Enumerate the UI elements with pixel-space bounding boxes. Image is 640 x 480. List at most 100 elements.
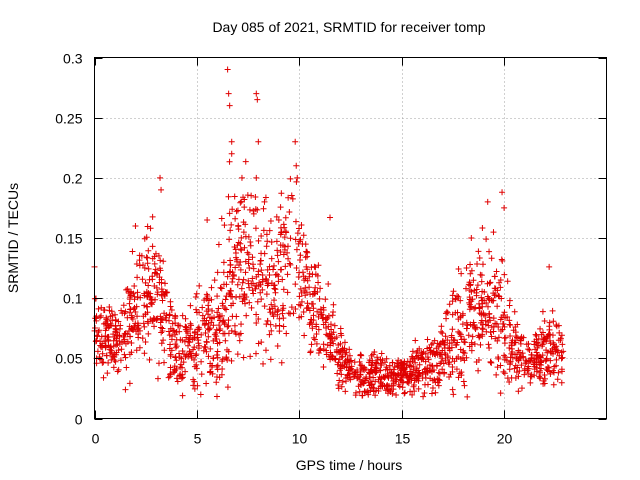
data-point bbox=[416, 370, 423, 377]
data-point bbox=[216, 322, 223, 329]
data-point bbox=[488, 359, 495, 366]
data-point bbox=[386, 362, 393, 369]
data-point bbox=[431, 351, 438, 358]
data-point bbox=[302, 292, 309, 299]
data-point bbox=[237, 199, 244, 206]
data-point bbox=[148, 296, 155, 303]
data-point bbox=[155, 252, 162, 259]
data-point bbox=[487, 358, 494, 365]
data-point bbox=[446, 347, 453, 354]
data-point bbox=[104, 322, 111, 329]
data-point bbox=[466, 301, 473, 308]
data-point bbox=[293, 264, 300, 271]
data-point bbox=[154, 375, 161, 382]
data-point bbox=[474, 260, 481, 267]
data-point bbox=[298, 313, 305, 320]
data-point bbox=[142, 279, 149, 286]
data-point bbox=[276, 315, 283, 322]
data-point bbox=[420, 393, 427, 400]
data-point bbox=[488, 333, 495, 340]
data-point bbox=[194, 382, 201, 389]
data-point bbox=[466, 287, 473, 294]
data-point bbox=[292, 236, 299, 243]
data-point bbox=[254, 96, 261, 103]
data-point bbox=[447, 371, 454, 378]
data-point bbox=[163, 317, 170, 324]
data-point bbox=[440, 360, 447, 367]
data-point bbox=[543, 338, 550, 345]
data-point bbox=[442, 357, 449, 364]
data-point bbox=[169, 320, 176, 327]
data-point bbox=[241, 292, 248, 299]
data-point bbox=[401, 369, 408, 376]
data-point bbox=[161, 359, 168, 366]
data-point bbox=[402, 368, 409, 375]
data-point bbox=[229, 206, 236, 213]
data-point bbox=[439, 338, 446, 345]
data-point bbox=[500, 368, 507, 375]
data-point bbox=[325, 323, 332, 330]
data-point bbox=[193, 351, 200, 358]
data-point bbox=[546, 319, 553, 326]
data-point bbox=[461, 357, 468, 364]
data-point bbox=[120, 302, 127, 309]
data-point bbox=[310, 312, 317, 319]
x-axis-label: GPS time / hours bbox=[296, 457, 403, 473]
data-point bbox=[228, 150, 235, 157]
data-point bbox=[198, 358, 205, 365]
data-point bbox=[457, 346, 464, 353]
data-point bbox=[213, 393, 220, 400]
data-point bbox=[449, 355, 456, 362]
data-point bbox=[241, 244, 248, 251]
data-point bbox=[497, 327, 504, 334]
data-point bbox=[255, 315, 262, 322]
data-point bbox=[449, 311, 456, 318]
data-point bbox=[252, 225, 259, 232]
data-point bbox=[435, 376, 442, 383]
data-point bbox=[118, 307, 125, 314]
data-point bbox=[479, 333, 486, 340]
data-point bbox=[312, 284, 319, 291]
data-point bbox=[517, 354, 524, 361]
data-point bbox=[242, 221, 249, 228]
data-point bbox=[163, 312, 170, 319]
data-point bbox=[554, 347, 561, 354]
data-point bbox=[409, 348, 416, 355]
data-point bbox=[382, 387, 389, 394]
data-point bbox=[139, 276, 146, 283]
data-point bbox=[457, 297, 464, 304]
y-tick-label: 0.15 bbox=[55, 231, 82, 247]
data-point bbox=[149, 243, 156, 250]
data-point bbox=[550, 318, 557, 325]
data-point bbox=[377, 367, 384, 374]
data-point bbox=[502, 353, 509, 360]
data-point bbox=[103, 314, 110, 321]
data-point bbox=[157, 257, 164, 264]
data-point bbox=[351, 370, 358, 377]
data-point bbox=[179, 312, 186, 319]
data-point bbox=[249, 275, 256, 282]
data-point bbox=[424, 354, 431, 361]
data-point bbox=[177, 336, 184, 343]
data-point bbox=[129, 248, 136, 255]
data-point bbox=[261, 303, 268, 310]
data-point bbox=[255, 138, 262, 145]
data-point bbox=[514, 364, 521, 371]
data-point bbox=[96, 314, 103, 321]
data-point bbox=[523, 341, 530, 348]
data-point bbox=[118, 346, 125, 353]
data-point bbox=[307, 316, 314, 323]
data-point bbox=[167, 341, 174, 348]
data-point bbox=[203, 380, 210, 387]
data-point bbox=[327, 342, 334, 349]
data-point bbox=[161, 347, 168, 354]
data-point bbox=[260, 205, 267, 212]
data-point bbox=[158, 286, 165, 293]
data-point bbox=[401, 389, 408, 396]
data-point bbox=[185, 338, 192, 345]
data-point bbox=[549, 345, 556, 352]
data-point bbox=[496, 279, 503, 286]
y-tick-label: 0.05 bbox=[55, 351, 82, 367]
data-point bbox=[424, 381, 431, 388]
data-point bbox=[454, 309, 461, 316]
